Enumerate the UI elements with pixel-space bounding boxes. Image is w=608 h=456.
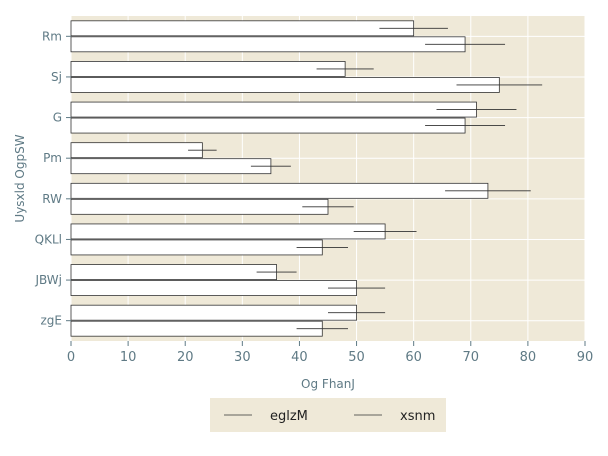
bar-eglzM	[70, 61, 346, 77]
x-axis-ticks: 0 10 20 30 40 50 60 70 80 90	[67, 341, 593, 365]
bar-xsnm	[70, 239, 323, 256]
x-tick-label: 70	[463, 350, 480, 365]
bar-xsnm	[70, 36, 466, 53]
legend: eglzM xsnm	[210, 398, 446, 432]
category-label: Pm	[43, 151, 62, 165]
bar-eglzM	[70, 223, 386, 240]
x-tick-label: 40	[291, 350, 308, 365]
bar-eglzM	[70, 20, 415, 37]
x-tick-label: 80	[520, 350, 537, 365]
x-tick-label: 60	[405, 350, 422, 365]
bar-xsnm	[70, 77, 500, 93]
category-label: G	[53, 111, 62, 125]
category-label: JBWj	[34, 273, 62, 287]
category-label: RW	[42, 192, 62, 206]
bar-xsnm	[70, 280, 357, 296]
category-label: QKLl	[35, 232, 62, 246]
legend-label-xsnm: xsnm	[400, 409, 435, 424]
bar-xsnm	[70, 320, 323, 337]
y-axis-title: Uysxld OgpSW	[13, 134, 27, 222]
bar-xsnm	[70, 198, 329, 215]
bar-eglzM	[70, 101, 477, 118]
x-tick-label: 0	[67, 350, 75, 365]
bar-eglzM	[70, 182, 489, 199]
bar-eglzM	[70, 264, 278, 280]
bar-xsnm	[70, 117, 466, 134]
bar-eglzM	[70, 304, 357, 321]
bars	[70, 20, 543, 337]
category-label: Sj	[51, 70, 62, 84]
bar-eglzM	[70, 142, 203, 159]
x-tick-label: 90	[577, 350, 594, 365]
x-tick-label: 50	[348, 350, 365, 365]
legend-label-eglzM: eglzM	[270, 409, 308, 424]
category-label: zgE	[41, 314, 63, 328]
bar-xsnm	[70, 158, 272, 175]
x-tick-label: 10	[120, 350, 137, 365]
x-tick-label: 20	[177, 350, 194, 365]
x-tick-label: 30	[234, 350, 251, 365]
category-label: Rm	[42, 29, 62, 43]
x-axis-title: Og FhanJ	[301, 377, 355, 391]
category-labels: Rm Sj G Pm RW QKLl JBWj zgE	[34, 29, 71, 328]
